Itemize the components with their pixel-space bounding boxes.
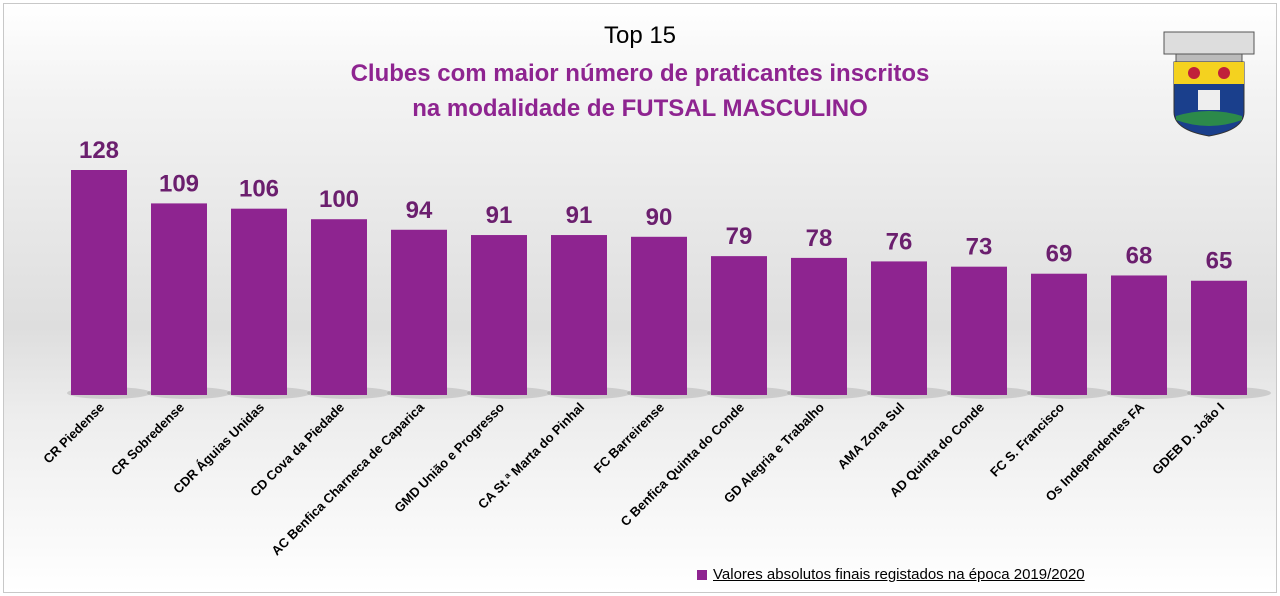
chart-title: Top 15 bbox=[603, 22, 677, 49]
data-label: 128 bbox=[79, 137, 119, 164]
bar bbox=[391, 229, 447, 395]
data-label: 69 bbox=[1046, 241, 1073, 268]
category-label: FC Barreirense bbox=[591, 400, 668, 477]
data-label: 78 bbox=[806, 225, 833, 252]
data-label: 65 bbox=[1206, 248, 1233, 275]
bar bbox=[1031, 273, 1087, 395]
category-label: AC Benfica Charneca de Caparica bbox=[268, 399, 427, 558]
chart-subtitle-line2: na modalidade de FUTSAL MASCULINO bbox=[412, 95, 868, 122]
bar bbox=[791, 257, 847, 395]
data-label: 106 bbox=[239, 176, 279, 203]
bar bbox=[711, 256, 767, 395]
data-label: 79 bbox=[726, 223, 753, 250]
bar bbox=[951, 266, 1007, 395]
legend-label: Valores absolutos finais registados na é… bbox=[713, 566, 1085, 583]
bar bbox=[631, 236, 687, 395]
category-label: CR Piedense bbox=[40, 400, 107, 467]
bar bbox=[551, 235, 607, 395]
municipal-crest-logo bbox=[1163, 31, 1255, 137]
data-label: 90 bbox=[646, 204, 673, 231]
data-label: 91 bbox=[566, 202, 593, 229]
bar bbox=[231, 208, 287, 395]
category-label: CR Sobredense bbox=[108, 400, 187, 479]
bar bbox=[471, 235, 527, 395]
bar bbox=[151, 203, 207, 395]
chart-subtitle-line1: Clubes com maior número de praticantes i… bbox=[350, 60, 930, 87]
legend: Valores absolutos finais registados na é… bbox=[697, 566, 1085, 583]
bar bbox=[871, 261, 927, 395]
bar bbox=[1111, 275, 1167, 395]
bar bbox=[1191, 280, 1247, 395]
data-label: 100 bbox=[319, 186, 359, 213]
category-label: FC S. Francisco bbox=[987, 399, 1067, 479]
data-label: 91 bbox=[486, 202, 513, 229]
category-label: AMA Zona Sul bbox=[835, 400, 908, 473]
bar bbox=[71, 170, 127, 395]
data-label: 94 bbox=[406, 197, 433, 224]
category-label: CDR Águias Unidas bbox=[170, 400, 267, 497]
bar bbox=[311, 219, 367, 395]
data-label: 76 bbox=[886, 228, 913, 255]
category-label: GDEB D. João I bbox=[1149, 400, 1227, 478]
data-label: 109 bbox=[159, 170, 199, 197]
data-label: 68 bbox=[1126, 242, 1153, 269]
legend-swatch bbox=[697, 569, 707, 580]
data-label: 73 bbox=[966, 234, 993, 261]
